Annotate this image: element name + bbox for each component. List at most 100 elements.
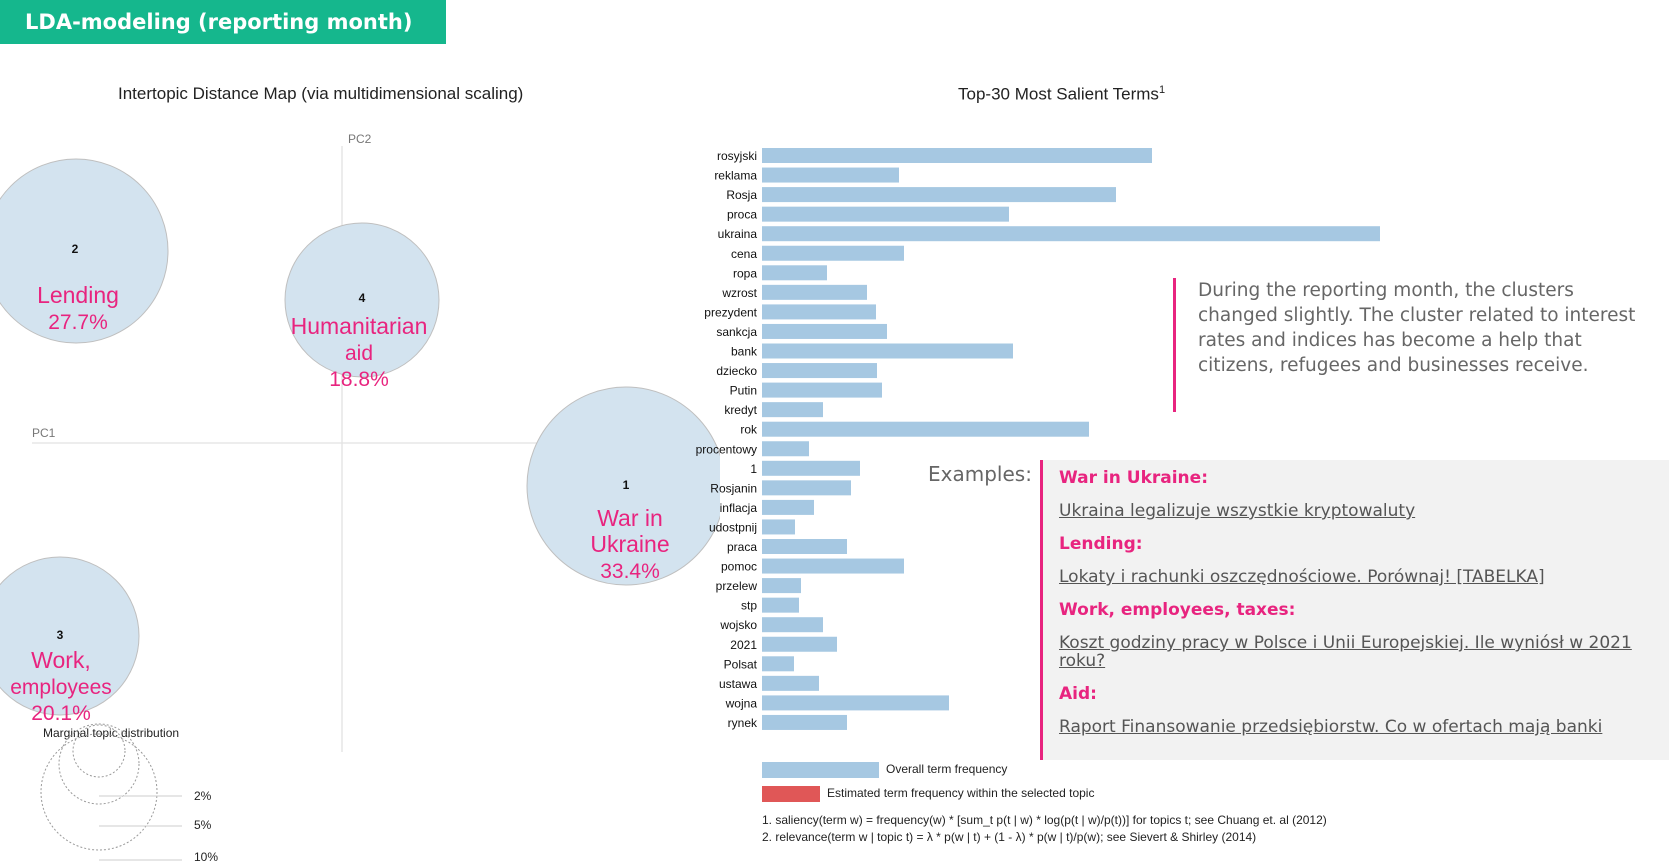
term-label-28: wojna: [725, 696, 758, 710]
term-bar-28[interactable]: [762, 695, 949, 711]
example-category-work: Work, employees, taxes:: [1059, 600, 1296, 620]
term-bar-27[interactable]: [762, 675, 819, 691]
term-bar-14[interactable]: [762, 421, 1089, 437]
term-label-23: stp: [741, 599, 757, 613]
example-link-work[interactable]: Koszt godziny pracy w Polsce i Unii Euro…: [1059, 633, 1632, 671]
term-bar-6[interactable]: [762, 265, 827, 281]
topic-bubble-2[interactable]: 2 Lending 27.7%: [0, 158, 169, 344]
term-label-19: udostpnij: [709, 520, 757, 534]
term-bar-10[interactable]: [762, 343, 1013, 359]
term-label-22: przelew: [716, 579, 758, 593]
term-label-12: Putin: [730, 384, 757, 398]
term-label-8: prezydent: [704, 305, 757, 319]
topic-circle-4[interactable]: [284, 222, 440, 378]
term-bar-3[interactable]: [762, 206, 1009, 222]
topic-circle-3[interactable]: [0, 556, 140, 716]
term-bar-13[interactable]: [762, 402, 823, 418]
term-label-1: reklama: [714, 169, 757, 183]
term-bar-7[interactable]: [762, 284, 867, 300]
topic-number-2: 2: [72, 242, 79, 256]
salient-terms-chart: rosyjski reklama Rosja proca ukraina cena ropa…: [696, 148, 1380, 730]
term-bar-1[interactable]: [762, 167, 899, 183]
marginal-circle-5: [58, 723, 140, 805]
term-label-26: Polsat: [724, 657, 758, 671]
term-bar-4[interactable]: [762, 226, 1380, 242]
term-label-9: sankcja: [716, 325, 757, 339]
term-label-20: praca: [727, 540, 757, 554]
topic-name-4-line2: aid: [345, 342, 373, 365]
topic-share-2: 27.7%: [48, 311, 108, 334]
term-bar-11[interactable]: [762, 363, 877, 379]
term-label-11: dziecko: [716, 364, 757, 378]
topic-share-3: 20.1%: [31, 702, 91, 725]
topic-circle-1[interactable]: [526, 386, 720, 586]
marginal-title: Marginal topic distribution: [43, 726, 179, 740]
topic-bubble-1[interactable]: 1 War in Ukraine 33.4%: [526, 386, 720, 586]
pc1-axis-label: PC1: [32, 426, 56, 440]
term-label-15: procentowy: [696, 442, 757, 456]
legend-overall-swatch: [762, 762, 879, 778]
term-label-0: rosyjski: [717, 149, 757, 163]
term-label-17: Rosjanin: [710, 481, 757, 495]
marginal-label-2: 2%: [194, 789, 212, 803]
term-bar-18[interactable]: [762, 499, 814, 515]
term-bar-9[interactable]: [762, 323, 887, 339]
term-label-18: inflacja: [720, 501, 758, 515]
term-bar-16[interactable]: [762, 460, 860, 476]
marginal-distribution: Marginal topic distribution 2% 5% 10%: [40, 723, 218, 864]
topic-name-1-line2: Ukraine: [590, 531, 669, 557]
term-bar-22[interactable]: [762, 578, 801, 594]
term-bar-15[interactable]: [762, 441, 809, 457]
term-label-2: Rosja: [726, 188, 757, 202]
page-header: LDA-modeling (reporting month): [0, 0, 446, 44]
examples-panel: War in Ukraine: Ukraina legalizuje wszys…: [1040, 460, 1669, 760]
term-label-13: kredyt: [724, 403, 757, 417]
term-label-27: ustawa: [719, 677, 757, 691]
footnote-saliency: 1. saliency(term w) = frequency(w) * [su…: [762, 813, 1327, 827]
term-bar-23[interactable]: [762, 597, 799, 613]
term-bar-2[interactable]: [762, 187, 1116, 203]
example-link-lending[interactable]: Lokaty i rachunki oszczędnościowe. Porów…: [1059, 567, 1545, 587]
term-label-7: wzrost: [721, 286, 757, 300]
footnote-relevance: 2. relevance(term w | topic t) = λ * p(w…: [762, 830, 1257, 844]
legend-estimated-swatch: [762, 786, 820, 802]
term-bar-17[interactable]: [762, 480, 851, 496]
term-label-24: wojsko: [719, 618, 757, 632]
term-bar-0[interactable]: [762, 148, 1152, 163]
term-bar-25[interactable]: [762, 636, 837, 652]
example-link-war[interactable]: Ukraina legalizuje wszystkie kryptowalut…: [1059, 501, 1416, 521]
term-label-3: proca: [727, 208, 757, 222]
term-bar-29[interactable]: [762, 714, 847, 730]
term-bar-5[interactable]: [762, 245, 904, 261]
salient-terms-title-text: Top-30 Most Salient Terms: [958, 84, 1159, 104]
marginal-label-5: 5%: [194, 818, 212, 832]
topic-bubble-4[interactable]: 4 Humanitarian aid 18.8%: [284, 222, 440, 391]
topic-name-3-line2: employees: [10, 676, 112, 699]
topic-share-1: 33.4%: [600, 560, 660, 583]
topic-bubble-3[interactable]: 3 Work, employees 20.1%: [0, 556, 140, 725]
term-bar-8[interactable]: [762, 304, 876, 320]
term-bar-19[interactable]: [762, 519, 795, 535]
term-label-4: ukraina: [718, 227, 758, 241]
term-bar-20[interactable]: [762, 539, 847, 554]
legend-overall-label: Overall term frequency: [886, 762, 1008, 776]
marginal-circle-2: [72, 724, 126, 778]
commentary-note: During the reporting month, the clusters…: [1173, 278, 1643, 412]
topic-number-1: 1: [623, 478, 630, 492]
term-label-16: 1: [750, 462, 757, 476]
term-label-14: rok: [740, 423, 758, 437]
term-bar-21[interactable]: [762, 558, 904, 574]
legend-estimated-label: Estimated term frequency within the sele…: [827, 786, 1095, 800]
example-link-aid[interactable]: Raport Finansowanie przedsiębiorstw. Co …: [1059, 717, 1603, 737]
examples-label: Examples:: [928, 462, 1032, 486]
example-category-lending: Lending:: [1059, 534, 1143, 554]
term-bar-26[interactable]: [762, 656, 794, 672]
term-bar-12[interactable]: [762, 382, 882, 398]
term-label-6: ropa: [733, 266, 757, 280]
topic-name-4-line1: Humanitarian: [291, 313, 428, 339]
term-label-21: pomoc: [721, 560, 757, 574]
term-label-25: 2021: [730, 638, 757, 652]
topic-circle-2[interactable]: [0, 158, 169, 344]
term-bar-24[interactable]: [762, 617, 823, 633]
marginal-circle-10: [40, 733, 158, 851]
